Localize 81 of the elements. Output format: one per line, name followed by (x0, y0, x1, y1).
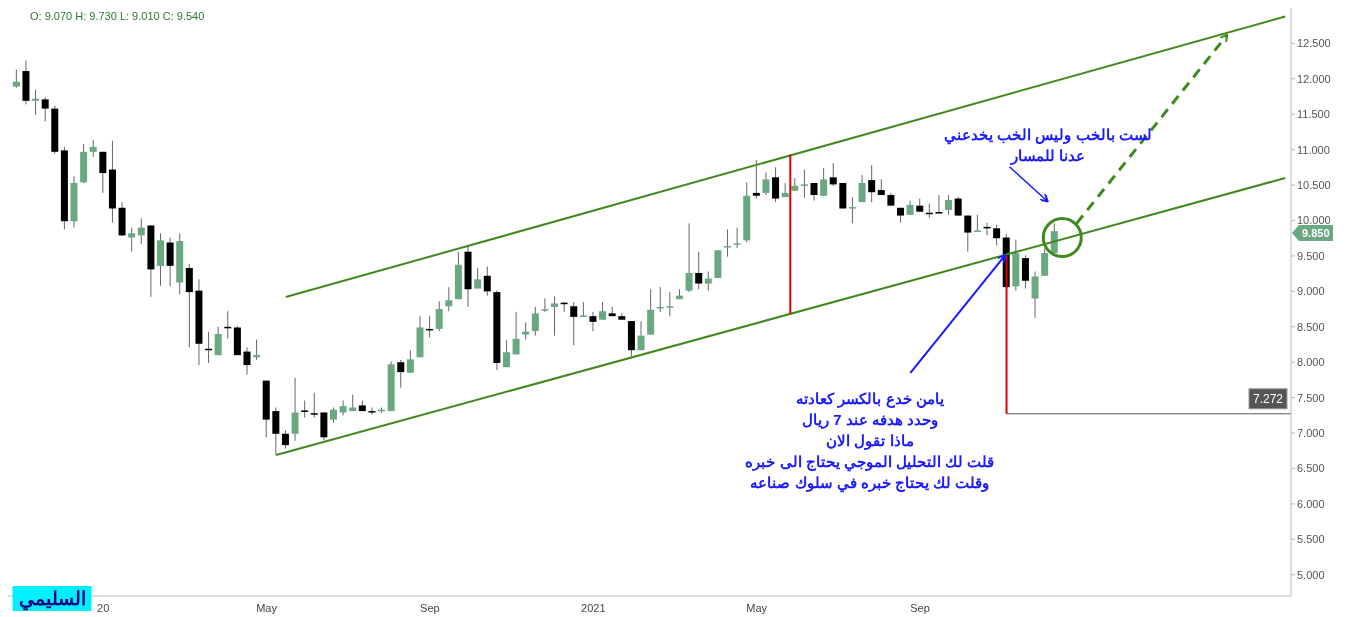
candlestick (935, 194, 943, 214)
candlestick (945, 194, 953, 216)
candlestick (964, 215, 972, 253)
candlestick (272, 407, 280, 456)
candlestick (762, 171, 770, 196)
ref-line-label: 7.272 (1252, 391, 1284, 406)
candlestick (32, 88, 40, 116)
candlestick (772, 166, 780, 203)
candlestick (733, 227, 741, 249)
candlestick (1031, 271, 1039, 319)
candlestick (570, 301, 578, 346)
candlestick (800, 169, 808, 199)
candlestick (637, 320, 645, 351)
candlestick (1041, 247, 1049, 277)
candlestick (445, 286, 453, 312)
candlestick (954, 196, 962, 217)
candlestick (474, 267, 482, 290)
candlestick (973, 214, 981, 232)
candlestick (589, 311, 597, 332)
y-tick-label: 8.000 (1297, 356, 1325, 369)
candlestick (214, 326, 222, 356)
candlestick (128, 227, 136, 253)
candlestick (704, 271, 712, 292)
candlestick (531, 306, 539, 337)
candlestick (166, 237, 174, 287)
y-tick-label: 10.000 (1297, 214, 1331, 227)
candlestick (752, 159, 760, 200)
candlestick (685, 222, 693, 293)
y-tick-label: 7.000 (1297, 426, 1325, 439)
x-tick-label: May (256, 601, 278, 614)
candlestick (695, 251, 703, 290)
candlestick (848, 196, 856, 224)
candlestick (310, 392, 318, 418)
x-tick-label: Sep (910, 601, 930, 614)
candlestick (541, 297, 549, 313)
x-tick-label: Sep (420, 601, 440, 614)
candlestick (512, 311, 520, 355)
candlestick (281, 429, 289, 450)
x-tick-label: 2021 (581, 601, 606, 614)
y-tick-label: 9.000 (1297, 285, 1325, 298)
x-tick-label: 20 (97, 601, 110, 614)
chart-subtitle: O: 9.070 H: 9.730 L: 9.010 C: 9.540 (30, 10, 205, 22)
candlestick (666, 291, 674, 317)
candlestick (253, 339, 261, 361)
candlestick (406, 349, 414, 374)
y-tick-label: 5.500 (1297, 533, 1325, 546)
y-tick-label: 8.500 (1297, 320, 1325, 333)
candlestick (993, 224, 1001, 246)
candlestick (12, 69, 20, 89)
y-tick-label: 6.500 (1297, 462, 1325, 475)
candlestick (829, 162, 837, 187)
candlestick (368, 407, 376, 416)
y-tick-label: 5.000 (1297, 568, 1325, 581)
candlestick (483, 266, 491, 297)
y-tick-label: 10.500 (1297, 179, 1331, 192)
candlestick (243, 346, 251, 376)
y-tick-label: 12.000 (1297, 72, 1331, 85)
candlestick (724, 228, 732, 258)
y-tick-label: 7.500 (1297, 391, 1325, 404)
y-tick-label: 11.000 (1297, 143, 1330, 156)
y-tick-label: 11.500 (1297, 108, 1330, 121)
candlestick (291, 377, 299, 442)
annotation: يامن خدع بالكسر كعادته وحدد هدفه عند 7 ريال ماذا تقول الان قلت لك التحليل الموجي يحتاج الى خبره وقلت لك يحتاج خبره في سلوك صناعه (745, 389, 995, 493)
annotation: السليمي (18, 588, 86, 609)
text: 9.850 (1299, 225, 1333, 241)
candlestick (397, 359, 405, 389)
candlestick (339, 399, 347, 416)
y-tick-label: 6.000 (1297, 497, 1325, 510)
candlestick (41, 96, 49, 122)
y-tick-label: 12.500 (1297, 37, 1331, 50)
candlestick (435, 300, 443, 332)
candlestick (502, 339, 510, 368)
annotation: لست بالخب وليس الخب يخدعني عدنا للمسار (944, 125, 1152, 166)
candlestick (868, 164, 876, 203)
x-tick-label: May (746, 601, 768, 614)
candlestick (858, 174, 866, 203)
y-tick-label: 9.500 (1297, 249, 1325, 262)
candlestick (1021, 254, 1029, 290)
candlestick (551, 295, 559, 337)
candlestick (820, 167, 828, 197)
candlestick (99, 151, 107, 194)
